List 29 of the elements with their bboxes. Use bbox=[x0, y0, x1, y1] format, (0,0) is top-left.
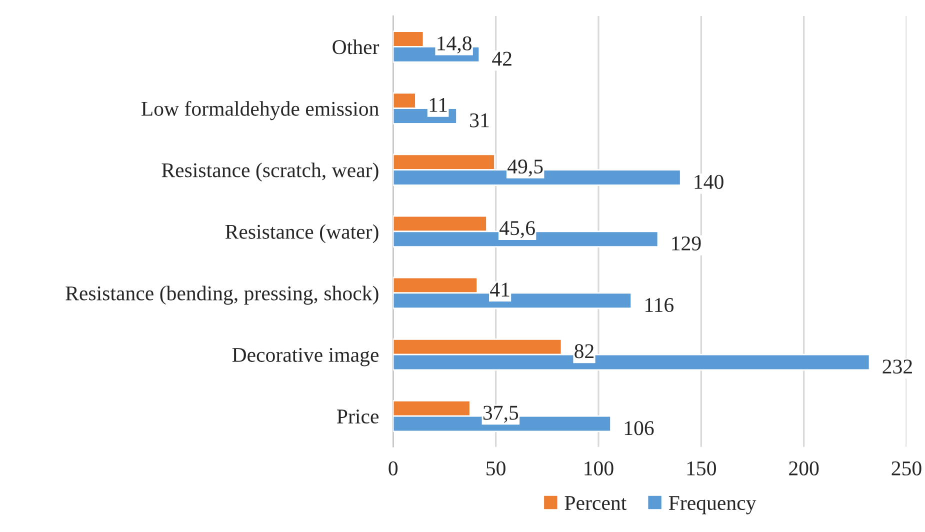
y-tick-label: Decorative image bbox=[232, 348, 379, 366]
data-label: 45,6 bbox=[499, 221, 535, 238]
data-label: 41 bbox=[490, 282, 510, 296]
y-tick-label: Other bbox=[332, 40, 380, 54]
x-tick-label: 100 bbox=[584, 461, 614, 476]
data-label: 14,8 bbox=[438, 36, 472, 54]
legend-label: Frequency bbox=[668, 496, 756, 514]
legend-label: Percent bbox=[564, 496, 627, 510]
x-tick-label: 150 bbox=[687, 461, 716, 476]
x-tick-label: 200 bbox=[789, 461, 819, 476]
data-label: 37,5 bbox=[483, 406, 518, 423]
data-label: 140 bbox=[694, 174, 724, 189]
data-label: 42 bbox=[492, 52, 512, 66]
x-tick-label: 50 bbox=[486, 461, 506, 476]
data-label: 11 bbox=[430, 98, 447, 112]
x-tick-label: 250 bbox=[892, 461, 922, 476]
data-label: 82 bbox=[574, 344, 594, 358]
y-tick-label: Low formaldehyde emission bbox=[141, 100, 379, 120]
data-label: 106 bbox=[624, 421, 654, 436]
y-tick-label: Resistance (water) bbox=[225, 224, 378, 244]
y-tick-label: Price bbox=[337, 410, 379, 424]
data-label: 129 bbox=[672, 236, 701, 250]
data-label: 116 bbox=[645, 298, 674, 312]
y-tick-label: Resistance (bending, pressing, shock) bbox=[66, 286, 378, 305]
y-tick-label: Resistance (scratch, wear) bbox=[162, 162, 378, 182]
data-label: 31 bbox=[470, 113, 489, 128]
data-label: 232 bbox=[882, 360, 912, 374]
data-label: 49,5 bbox=[508, 160, 543, 177]
x-tick-label: 0 bbox=[388, 461, 398, 476]
